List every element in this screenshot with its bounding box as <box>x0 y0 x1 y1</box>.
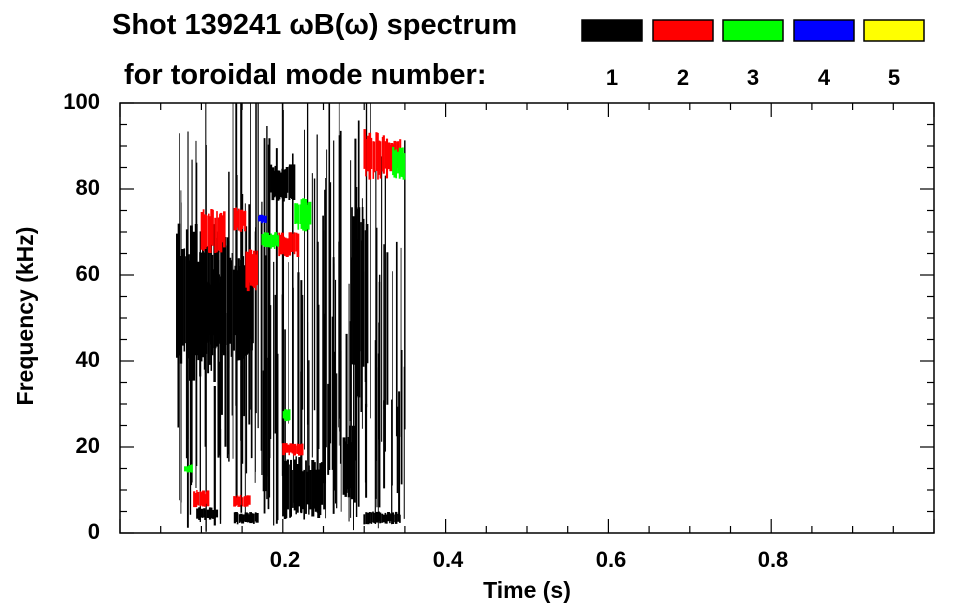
spectral-blob-mode-1 <box>363 511 401 525</box>
y-tick-label-60: 60 <box>76 261 100 286</box>
spectral-blob-mode-4 <box>258 214 267 224</box>
spectral-blob-mode-3 <box>184 464 193 473</box>
legend-label-mode-4: 4 <box>818 65 831 90</box>
legend-swatch-mode-4 <box>793 19 855 42</box>
legend-swatch-mode-5 <box>863 19 925 42</box>
x-tick-label-0.2: 0.2 <box>270 547 301 572</box>
x-tick-label-0.6: 0.6 <box>596 547 627 572</box>
legend-label-mode-1: 1 <box>606 65 618 90</box>
chart-title: Shot 139241 ωB(ω) spectrum <box>112 9 517 41</box>
spectral-blob-mode-2 <box>245 249 259 292</box>
spectral-blob-mode-2 <box>278 232 300 257</box>
x-axis-tick-labels: 0.2 0.4 0.6 0.8 <box>270 547 789 572</box>
spectral-blob-mode-2 <box>233 494 251 507</box>
spectral-blob-mode-1 <box>282 456 324 520</box>
spectral-blob-mode-1 <box>192 266 222 350</box>
y-tick-label-100: 100 <box>63 89 100 114</box>
spectral-data <box>176 103 406 532</box>
spectral-blob-mode-2 <box>363 129 389 180</box>
x-tick-label-0.4: 0.4 <box>433 547 464 572</box>
spectral-blob-mode-1 <box>270 164 296 202</box>
x-tick-label-0.8: 0.8 <box>758 547 789 572</box>
legend-swatch-mode-2 <box>652 19 714 42</box>
legend-swatch-mode-3 <box>722 19 784 42</box>
spectral-blob-mode-2 <box>233 207 247 232</box>
legend-label-mode-3: 3 <box>747 65 759 90</box>
spectral-blob-mode-2 <box>200 209 226 253</box>
y-tick-label-80: 80 <box>76 175 100 200</box>
spectral-blob-mode-2 <box>193 490 210 508</box>
legend-label-mode-2: 2 <box>677 65 689 90</box>
spectral-blob-mode-3 <box>294 198 312 232</box>
legend-swatch-mode-1 <box>581 19 643 42</box>
y-tick-label-0: 0 <box>88 519 100 544</box>
legend-label-mode-5: 5 <box>888 65 900 90</box>
spectral-blob-mode-1 <box>233 512 259 525</box>
y-axis-title: Frequency (kHz) <box>12 227 38 406</box>
chart-subtitle: for toroidal mode number: <box>124 59 487 91</box>
axis-ticks <box>119 102 935 534</box>
spectral-blob-mode-1 <box>228 256 254 361</box>
spectral-blob-mode-2 <box>282 443 304 456</box>
spectral-blob-mode-3 <box>261 232 280 249</box>
x-axis-title: Time (s) <box>483 577 571 603</box>
spectral-blob-mode-1 <box>196 507 219 520</box>
spectral-blob-mode-1 <box>351 207 369 398</box>
spectral-blob-mode-3 <box>282 409 291 422</box>
y-tick-label-40: 40 <box>76 347 100 372</box>
y-tick-label-20: 20 <box>76 433 100 458</box>
spectral-blob-mode-1 <box>342 425 356 503</box>
y-axis-tick-labels: 0 20 40 60 80 100 <box>63 89 100 544</box>
spectral-blob-mode-3 <box>392 146 406 180</box>
mode-legend: 1 2 3 4 5 <box>581 19 925 90</box>
